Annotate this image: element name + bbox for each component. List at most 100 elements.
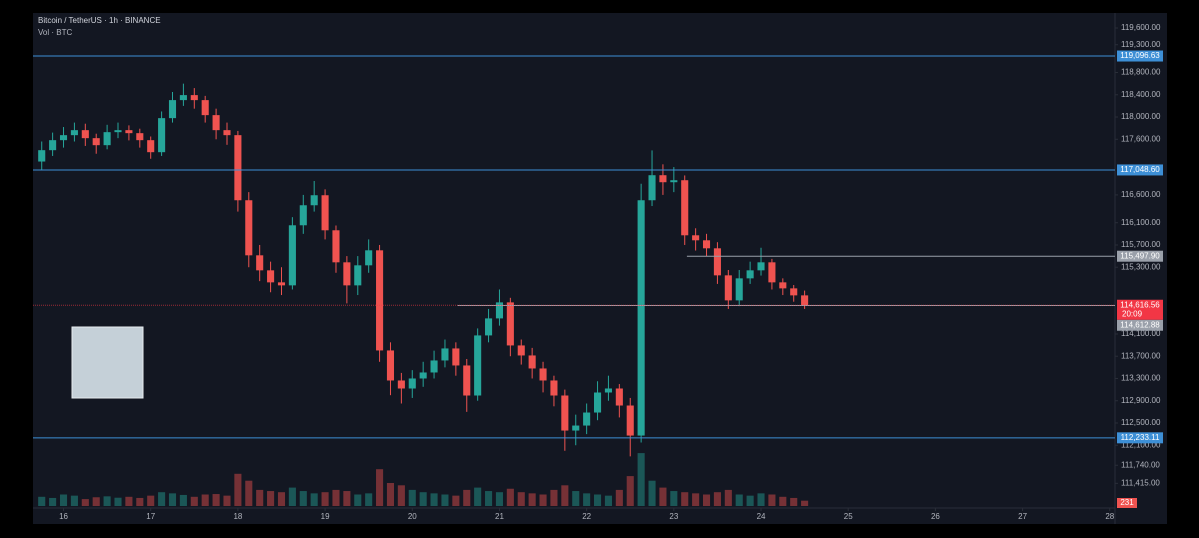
y-tick-label: 116,100.00 — [1121, 218, 1161, 227]
x-tick-label: 21 — [495, 512, 504, 521]
volume-bar — [256, 489, 264, 506]
volume-bar — [397, 485, 405, 506]
volume-bar — [779, 496, 787, 506]
candle-body — [397, 380, 405, 389]
volume-bar — [49, 497, 57, 506]
volume-bar — [386, 483, 395, 506]
volume-bar — [801, 500, 809, 506]
overlay-box — [71, 326, 144, 399]
candle-body — [583, 412, 591, 426]
candle-body — [59, 135, 68, 141]
volume-bar — [757, 493, 765, 506]
y-tick-label: 114,100.00 — [1121, 329, 1161, 338]
x-tick-label: 20 — [408, 512, 417, 521]
candle-body — [746, 270, 754, 279]
level-label-bg — [1117, 319, 1163, 331]
candle-body — [299, 205, 307, 226]
volume-bar — [593, 494, 602, 506]
level-label-bg — [1117, 250, 1163, 262]
volume-bar — [485, 491, 493, 506]
volume-bar — [245, 480, 253, 506]
candle-body — [332, 230, 340, 263]
candle-body — [485, 318, 493, 336]
candle-body — [724, 275, 732, 301]
candle-body — [517, 345, 525, 356]
candle-body — [757, 262, 765, 271]
volume-bar — [550, 489, 558, 506]
x-tick-label: 17 — [146, 512, 155, 521]
volume-bar — [321, 492, 329, 506]
candle-body — [463, 365, 471, 396]
candle-body — [321, 195, 329, 231]
candle-body — [637, 200, 645, 436]
candle-body — [768, 262, 776, 283]
volume-bar — [277, 492, 286, 506]
candle-body — [452, 348, 460, 366]
candle-body — [593, 392, 602, 413]
volume-bar — [343, 491, 351, 506]
candle-body — [790, 288, 798, 296]
candle-body — [277, 282, 286, 286]
candle-body — [288, 225, 296, 286]
candle-body — [604, 388, 612, 393]
candle-body — [702, 240, 711, 249]
volume-bar — [168, 493, 177, 506]
y-tick-label: 113,300.00 — [1121, 374, 1161, 383]
y-tick-label: 118,400.00 — [1121, 90, 1161, 99]
volume-bar — [659, 487, 667, 506]
volume-bar — [158, 492, 166, 506]
volume-bar — [376, 469, 384, 506]
candle-body — [648, 175, 656, 201]
volume-bar — [223, 495, 231, 506]
x-tick-label: 23 — [669, 512, 678, 521]
x-tick-label: 19 — [321, 512, 330, 521]
candle-body — [354, 265, 362, 286]
y-tick-label: 112,100.00 — [1121, 440, 1161, 449]
candle-body — [681, 180, 689, 236]
volume-bar — [702, 494, 711, 506]
volume-bar — [583, 493, 591, 506]
volume-bar — [190, 496, 198, 506]
candle-body — [234, 135, 242, 201]
candle-body — [201, 100, 209, 116]
level-label-bg — [1117, 50, 1163, 62]
volume-bar — [648, 480, 656, 506]
volume-bar — [59, 494, 68, 506]
y-tick-label: 111,740.00 — [1121, 460, 1160, 469]
x-tick-label: 26 — [931, 512, 940, 521]
volume-legend: Vol · BTC — [38, 28, 72, 37]
volume-bar — [430, 493, 438, 506]
y-tick-label: 115,300.00 — [1121, 262, 1161, 271]
volume-bar — [517, 492, 525, 506]
candle-body — [376, 250, 384, 351]
y-tick-label: 118,800.00 — [1121, 68, 1161, 77]
volume-bar — [136, 497, 144, 506]
candle-body — [474, 335, 482, 396]
candle-body — [49, 140, 57, 151]
x-tick-label: 16 — [59, 512, 68, 521]
chart-title: Bitcoin / TetherUS · 1h · BINANCE — [38, 16, 161, 25]
candle-body — [572, 425, 580, 431]
candle-body — [386, 350, 395, 381]
candle-body — [103, 132, 111, 146]
volume-label: 231 — [1120, 498, 1134, 507]
y-tick-label: 116,600.00 — [1121, 190, 1161, 199]
candle-body — [190, 95, 198, 101]
volume-bar — [572, 491, 580, 506]
x-tick-label: 18 — [233, 512, 242, 521]
level-label-bg — [1117, 432, 1163, 444]
volume-bar — [299, 491, 307, 506]
y-tick-label: 118,000.00 — [1121, 112, 1161, 121]
volume-bar — [92, 497, 100, 506]
volume-bar — [365, 493, 373, 506]
volume-bar — [692, 493, 700, 506]
candle-body — [441, 348, 449, 361]
level-label: 119,096.63 — [1120, 51, 1160, 60]
candle-body — [223, 130, 231, 136]
volume-bar — [528, 493, 536, 506]
volume-bar — [604, 495, 612, 506]
candle-body — [147, 140, 155, 153]
candle-body — [561, 395, 569, 431]
candle-body — [245, 200, 253, 256]
y-tick-label: 119,600.00 — [1121, 23, 1161, 32]
